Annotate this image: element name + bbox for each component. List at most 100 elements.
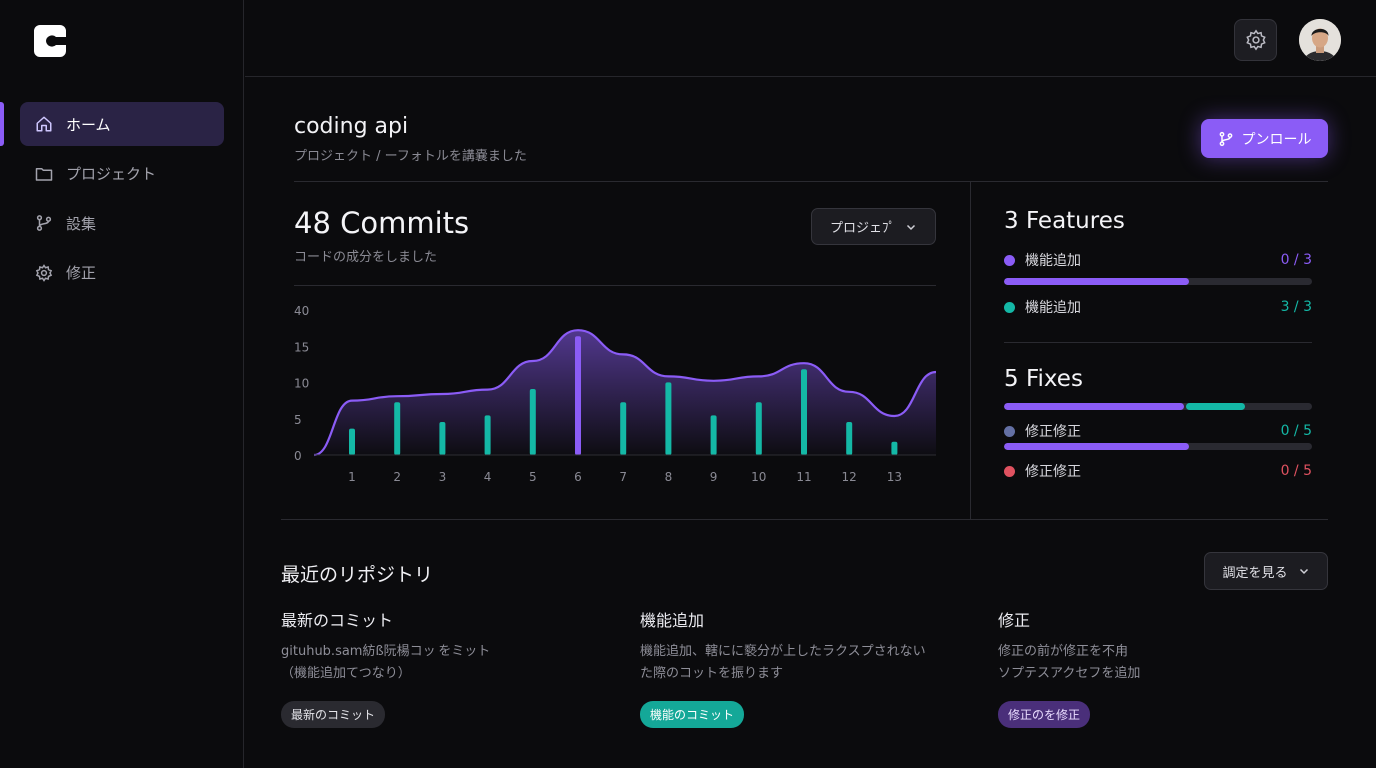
divider [1004,342,1312,343]
repo-card-title: 修正 [998,611,1031,630]
git-branch-icon [1219,131,1232,146]
y-tick-label: 10 [294,377,309,391]
feature-label: 機能追加 [1025,300,1081,316]
chart-bar[interactable] [575,336,581,455]
repo-card[interactable]: 最新のコミット gituhub.sam紡ß阮楊コッ をミット （機能追加てつなり… [281,607,611,728]
sidebar-item-home[interactable]: ホーム [20,102,224,146]
features-title: 3 Features [1004,208,1125,234]
sidebar-item-label: プロジェクト [66,165,157,183]
chart-bar[interactable] [846,422,853,455]
x-tick-label: 2 [393,470,401,484]
repo-card-line: （機能追加てつなり） [281,666,411,681]
chart-bar[interactable] [349,428,355,455]
chart-bar[interactable] [710,415,717,455]
fixes-title: 5 Fixes [1004,366,1083,392]
feature-value: 3 / 3 [1280,299,1312,315]
chart-bar[interactable] [620,402,627,455]
settings-button[interactable] [1234,19,1277,61]
recent-title: 最近のリポジトリ [281,564,434,586]
chart-bar[interactable] [484,415,491,455]
chart-line [313,329,937,457]
feature-progress-fill [1004,278,1189,285]
feature-row: 機能追加 0 / 3 [1004,250,1312,270]
legend-dot [1004,425,1015,437]
x-tick-label: 13 [887,470,902,484]
fixes-progress [1004,403,1312,410]
sidebar-item-label: 修正 [66,264,97,282]
sidebar-item-settings[interactable]: 修正 [20,251,224,295]
x-tick-label: 6 [574,470,582,484]
repo-card[interactable]: 修正 修正の前が修正を不甪 ソプテスアクセフを追加 修正のを修正 [998,607,1328,728]
x-tick-label: 7 [619,470,627,484]
fixes-progress-segment [1004,403,1184,410]
sidebar-item-projects[interactable]: プロジェクト [20,152,224,196]
breadcrumb: プロジェクト / ーフォトルを講嚢ました [294,149,527,164]
sidebar-item-branches[interactable]: 設集 [20,201,224,245]
repo-card-line: 機能追加、轄にに褻分が上したラクスプされない [640,644,926,659]
chart-bar[interactable] [891,441,898,455]
view-more-label: 調定を見る [1222,565,1288,581]
feature-label: 機能追加 [1025,253,1081,269]
x-tick-label: 12 [842,470,857,484]
fix-value: 0 / 5 [1280,423,1312,439]
sidebar-item-label: 設集 [66,214,97,233]
x-tick-label: 5 [529,470,537,484]
y-tick-label: 15 [294,340,309,354]
legend-dot [1004,465,1015,477]
legend-dot [1004,254,1015,266]
repo-card-tag[interactable]: 最新のコミット [281,701,386,728]
fix-progress-fill [1004,443,1189,450]
chart-bar[interactable] [394,402,401,455]
feature-progress [1004,278,1312,285]
fix-row: 修正修正 0 / 5 [1004,421,1312,441]
commits-title: 48 Commits [294,206,470,240]
repo-card-title: 機能追加 [640,611,705,630]
x-tick-label: 4 [484,470,492,484]
divider [294,181,1328,182]
x-tick-label: 8 [665,470,673,484]
chevron-down-icon [1299,568,1308,575]
chart-bar[interactable] [439,422,446,455]
chevron-down-icon [906,224,916,230]
fix-value: 0 / 5 [1280,463,1312,479]
fix-row: 修正修正 0 / 5 [1004,461,1312,481]
chart-bar[interactable] [755,402,762,455]
chart-bar[interactable] [665,382,672,455]
x-tick-label: 1 [348,470,356,484]
avatar[interactable] [1299,19,1341,61]
repo-card-line: た際のコットを振ります [640,666,784,681]
project-select[interactable]: プロジェﾌﾟ [811,208,936,245]
repo-card-tag[interactable]: 修正のを修正 [998,701,1091,728]
chart-bar[interactable] [801,369,807,455]
x-tick-label: 9 [710,470,718,484]
x-tick-label: 11 [796,470,811,484]
app-logo[interactable] [34,25,68,57]
fix-label: 修正修正 [1025,464,1081,480]
divider [281,519,1328,520]
active-indicator [0,102,4,146]
folder-icon [34,164,54,184]
gear-icon [1245,29,1266,51]
chart-bar[interactable] [529,389,536,455]
sidebar-nav: ホーム プロジェクト 設集 修正 [20,102,224,300]
commits-subtitle: コードの成分をしました [294,250,438,265]
chart-area [314,330,936,455]
repo-card-line: gituhub.sam紡ß阮楊コッ をミット [281,644,491,659]
fixes-progress-segment [1185,403,1246,410]
y-tick-label: 0 [294,449,302,463]
repo-card-tag[interactable]: 機能のコミット [640,701,745,728]
project-select-label: プロジェﾌﾟ [829,221,895,236]
view-more-button[interactable]: 調定を見る [1204,552,1328,590]
top-bar [245,0,1376,77]
y-tick-label: 5 [294,413,302,427]
feature-value: 0 / 3 [1280,252,1312,268]
divider [294,285,936,286]
x-tick-label: 3 [439,470,447,484]
repo-card-line: 修正の前が修正を不甪 [998,644,1129,659]
repo-card-line: ソプテスアクセフを追加 [998,666,1141,681]
pull-button-label: プンロール [1241,131,1312,148]
legend-dot [1004,301,1015,313]
pull-button[interactable]: プンロール [1201,119,1328,158]
repo-card[interactable]: 機能追加 機能追加、轄にに褻分が上したラクスプされない た際のコットを振ります … [640,607,970,728]
